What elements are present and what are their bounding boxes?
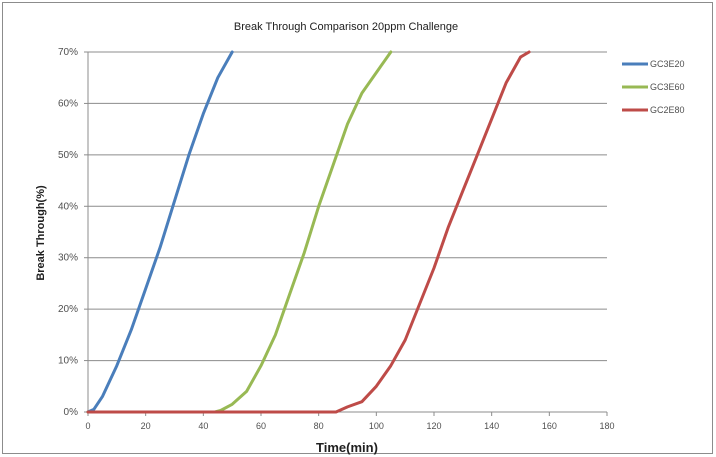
series-line-gc3e60: [86, 50, 393, 414]
x-tick-label: 20: [141, 421, 151, 431]
series-line-gc3e20: [86, 50, 234, 414]
x-tick-label: 0: [85, 421, 90, 431]
series-lines: [86, 50, 531, 414]
x-tick-label: 80: [314, 421, 324, 431]
y-tick-label: 70%: [58, 47, 78, 58]
y-tick-label: 0%: [64, 407, 79, 418]
legend-label-gc3e20: GC3E20: [650, 59, 685, 69]
x-axis-label: Time(min): [316, 440, 378, 455]
chart-title: Break Through Comparison 20ppm Challenge: [234, 21, 458, 33]
y-tick-label: 20%: [58, 304, 78, 315]
legend: GC3E20 GC3E60 GC2E80: [622, 59, 685, 115]
y-tick-label: 10%: [58, 356, 78, 367]
y-tick-labels: 0% 10% 20% 30% 40% 50% 60% 70%: [58, 47, 78, 418]
x-tick-label: 60: [256, 421, 266, 431]
y-tick-label: 60%: [58, 98, 78, 109]
x-tick-label: 140: [484, 421, 499, 431]
x-tick-label: 180: [599, 421, 614, 431]
axes: [84, 51, 608, 416]
y-tick-label: 40%: [58, 201, 78, 212]
y-axis-label: Break Through(%): [35, 185, 47, 281]
y-tick-label: 30%: [58, 253, 78, 264]
legend-label-gc3e60: GC3E60: [650, 82, 685, 92]
x-tick-labels: 0 20 40 60 80 100 120 140 160 180: [85, 421, 614, 431]
x-tick-label: 100: [369, 421, 384, 431]
legend-label-gc2e80: GC2E80: [650, 105, 685, 115]
y-tick-label: 50%: [58, 150, 78, 161]
x-tick-label: 160: [542, 421, 557, 431]
x-tick-label: 40: [198, 421, 208, 431]
grid-lines: [88, 51, 607, 362]
x-tick-label: 120: [426, 421, 441, 431]
series-line-gc2e80: [86, 50, 531, 414]
